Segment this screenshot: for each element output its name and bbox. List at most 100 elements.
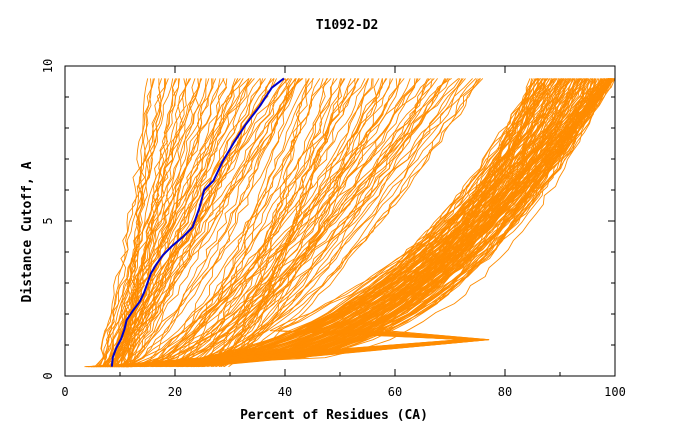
background-curve [115,78,611,368]
background-curve [121,78,201,367]
background-curve [101,78,302,368]
background-curve [106,78,213,367]
background-curve [122,78,239,368]
highlight-line [110,77,285,367]
y-tick-label: 5 [41,217,55,224]
background-curve [156,78,452,367]
x-tick-label: 20 [168,385,182,399]
background-curve [120,78,615,368]
background-curve [141,78,602,368]
background-curve [123,78,394,368]
background-curve [97,78,165,367]
background-curve [126,78,210,367]
background-curve [189,78,401,368]
background-curve [116,78,163,367]
background-curve [212,78,466,368]
background-curve [113,78,244,367]
background-curve [139,78,609,368]
background-curve [120,78,217,367]
y-tick-label: 10 [41,59,55,73]
background-curve [126,78,310,368]
background-curve [168,78,332,368]
background-curve [108,78,275,367]
background-curve [126,78,288,368]
background-curve [123,78,261,367]
background-curve [228,78,328,368]
background-curve [151,78,480,368]
background-curve [145,78,609,368]
background-curve [127,78,572,368]
background-curve [191,78,391,368]
background-curve [159,78,463,368]
x-axis-label: Percent of Residues (CA) [240,408,428,423]
background-curve [186,78,447,368]
background-curve [165,78,416,368]
x-tick-label: 60 [388,385,402,399]
background-curve [182,78,324,367]
background-curve [168,78,370,368]
x-tick-label: 40 [278,385,292,399]
background-curve [122,78,179,367]
x-tick-label: 0 [61,385,68,399]
background-curve [113,78,575,368]
background-curve [107,78,250,367]
x-tick-label: 100 [604,385,626,399]
background-curve [130,78,405,368]
background-curve [98,78,203,367]
background-curve [104,78,196,367]
background-curve [110,78,297,367]
y-tick-label: 0 [41,372,55,379]
background-curve [161,78,611,368]
background-curve [112,78,289,368]
background-curve [155,78,321,368]
highlight-curve [110,77,285,367]
chart-title: T1092-D2 [316,18,379,33]
background-curve [166,78,604,368]
background-curve [93,78,533,368]
background-curve [129,78,264,367]
background-curve [117,78,300,368]
background-curve [185,78,419,368]
background-curve [101,78,250,367]
background-curve [207,78,450,368]
background-curve [108,78,200,368]
x-axis: 0 20 40 60 80 100 [61,66,626,399]
background-curve [131,78,612,368]
background-curve [125,78,461,368]
y-axis: 0 5 10 [41,59,615,380]
x-tick-label: 80 [498,385,512,399]
background-curve [196,78,614,368]
background-curve [178,78,484,368]
background-curve [93,78,543,368]
background-curve [224,78,346,367]
background-curve [165,78,428,368]
background-curve [172,78,314,368]
background-curve [118,78,560,368]
background-curves [84,78,616,368]
background-curve [103,78,152,367]
background-curve [131,78,255,367]
background-curve [152,78,613,368]
background-curve [142,78,369,368]
background-curve [120,78,610,368]
background-curve [116,78,291,367]
background-curve [220,78,449,368]
y-axis-label: Distance Cutoff, A [20,161,35,302]
background-curve [208,78,478,368]
background-curve [177,78,612,368]
background-curve [109,78,266,367]
background-curve [136,78,605,368]
background-curve [134,78,387,368]
background-curve [211,78,438,368]
background-curve [134,78,612,368]
background-curve [193,78,446,368]
background-curve [216,78,307,368]
background-curve [155,78,418,368]
background-curve [105,78,228,367]
background-curve [114,78,169,367]
background-curve [95,78,180,367]
background-curve [104,78,221,367]
background-curve [201,78,611,368]
background-curve [139,78,359,368]
